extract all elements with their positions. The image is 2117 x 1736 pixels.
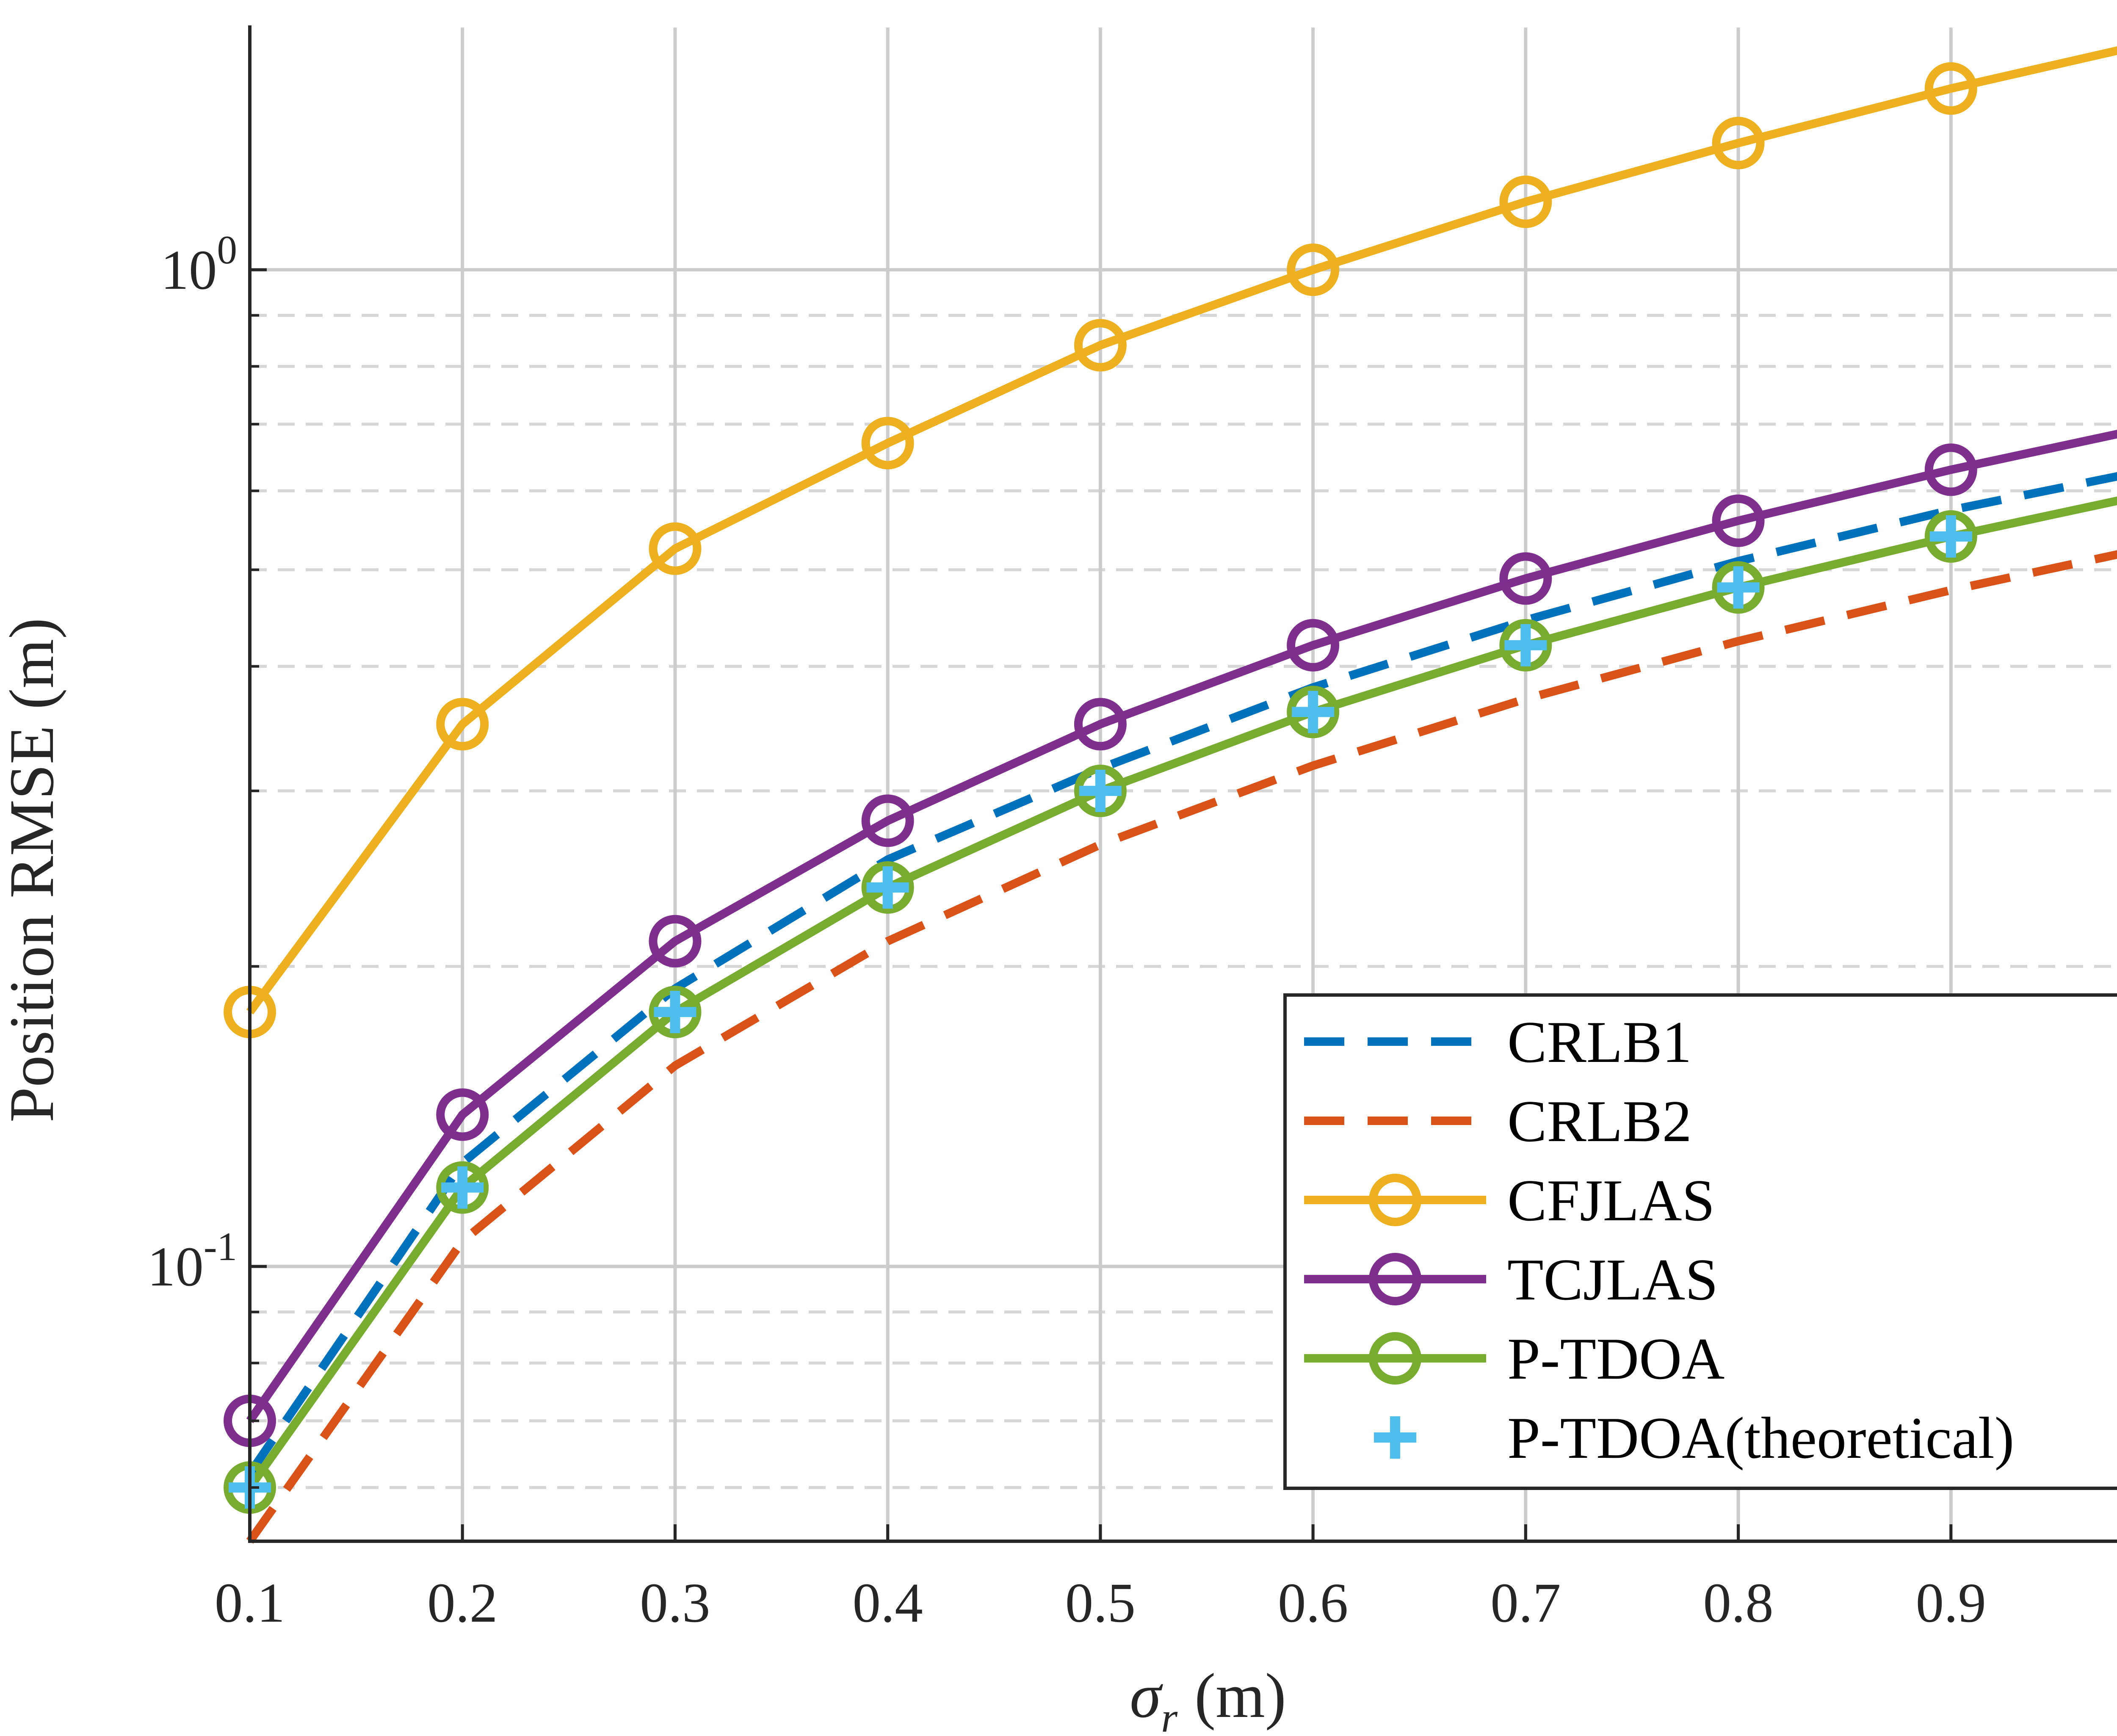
x-tick-label: 0.7 — [1490, 1571, 1561, 1634]
legend-item-p-tdoa: P-TDOA — [1304, 1326, 1725, 1392]
legend-item-crlb2: CRLB2 — [1304, 1089, 1692, 1154]
x-axis-label-symbol: σ — [1130, 1661, 1163, 1731]
data-point-cfjlas — [649, 522, 702, 575]
data-point-cfjlas — [1924, 62, 1977, 115]
legend-swatch-marker — [1369, 1332, 1421, 1385]
legend-box — [1283, 993, 2117, 1490]
series-cfjlas — [224, 46, 2117, 1039]
data-point-cfjlas — [861, 417, 914, 470]
series-crlb1 — [246, 472, 2117, 1476]
legend-label: CRLB1 — [1507, 1009, 1692, 1075]
series-line-crlb1 — [246, 472, 2117, 1476]
series-line-p-tdoa — [246, 496, 2117, 1490]
data-point-p-tdoa — [1499, 619, 1552, 672]
data-point-p-tdoa-theoretical — [866, 866, 909, 909]
series-tcjlas — [224, 430, 2117, 1447]
legend-swatch-marker — [1369, 1174, 1421, 1226]
x-tick-label: 0.3 — [640, 1571, 710, 1634]
legend-swatch-marker — [1374, 1416, 1416, 1459]
data-point-p-tdoa-theoretical — [1292, 691, 1335, 733]
legend-label: P-TDOA — [1507, 1326, 1725, 1392]
data-point-tcjlas — [861, 794, 914, 847]
data-point-tcjlas — [1924, 443, 1977, 496]
data-point-tcjlas — [1287, 619, 1340, 672]
series-line-tcjlas — [246, 430, 2117, 1424]
data-point-tcjlas — [649, 915, 702, 968]
legend-label: CRLB2 — [1507, 1089, 1692, 1154]
data-point-cfjlas — [436, 698, 489, 751]
x-tick-label: 0.8 — [1703, 1571, 1773, 1634]
x-axis-label-unit: (m) — [1194, 1661, 1286, 1731]
series-p-tdoa — [224, 496, 2117, 1514]
data-point-cfjlas — [1287, 243, 1340, 296]
data-point-p-tdoa — [1924, 510, 1977, 563]
data-point-tcjlas — [436, 1088, 489, 1141]
legend-item-p-tdoa-theoretical: P-TDOA(theoretical) — [1374, 1405, 2014, 1471]
data-point-p-tdoa-theoretical — [1717, 566, 1760, 609]
y-tick-label: 100 — [161, 227, 238, 301]
x-tick-label: 0.5 — [1065, 1571, 1136, 1634]
data-point-cfjlas — [1074, 319, 1127, 372]
x-tick-label: 0.9 — [1916, 1571, 1986, 1634]
y-tick-label: 10-1 — [147, 1224, 237, 1298]
data-point-p-tdoa — [1712, 561, 1765, 614]
legend-label: CFJLAS — [1507, 1168, 1715, 1233]
data-point-p-tdoa — [1287, 686, 1340, 738]
data-point-tcjlas — [1074, 698, 1127, 751]
data-point-tcjlas — [1499, 552, 1552, 605]
legend-item-tcjlas: TCJLAS — [1304, 1247, 1718, 1313]
data-point-cfjlas — [1712, 116, 1765, 169]
axes — [248, 25, 2117, 1543]
legend-label: P-TDOA(theoretical) — [1507, 1405, 2014, 1471]
x-axis-label: σr (m) — [1130, 1661, 1286, 1736]
legend: CRLB1 CRLB2 CFJLAS TCJLAS P-TDOA P-TDOA(theor… — [1283, 993, 2117, 1490]
data-point-tcjlas — [1712, 494, 1765, 547]
series-crlb2 — [246, 550, 2117, 1544]
data-point-p-tdoa-theoretical — [654, 991, 696, 1034]
x-tick-label: 0.4 — [853, 1571, 923, 1634]
x-tick-label: 0.2 — [427, 1571, 497, 1634]
data-point-p-tdoa-theoretical — [1929, 515, 1972, 558]
legend-swatch-marker — [1369, 1253, 1421, 1305]
x-tick-label: 0.1 — [215, 1571, 285, 1634]
x-axis-label-subscript: r — [1161, 1694, 1178, 1736]
data-point-p-tdoa-theoretical — [1079, 769, 1122, 812]
legend-item-cfjlas: CFJLAS — [1304, 1168, 1715, 1233]
series-line-crlb2 — [246, 550, 2117, 1544]
y-axis-label: Position RMSE (m) — [0, 618, 67, 1122]
data-point-p-tdoa-theoretical — [441, 1166, 484, 1209]
series-layer — [224, 46, 2117, 1544]
legend-item-crlb1: CRLB1 — [1304, 1009, 1692, 1075]
series-line-cfjlas — [246, 46, 2117, 1015]
data-point-p-tdoa-theoretical — [1504, 624, 1547, 666]
legend-label: TCJLAS — [1507, 1247, 1718, 1313]
data-point-p-tdoa — [1074, 764, 1127, 817]
data-point-cfjlas — [1499, 175, 1552, 228]
x-tick-label: 0.6 — [1278, 1571, 1348, 1634]
tick-labels: 0.10.20.30.40.50.60.70.80.91.010010-1 — [147, 227, 1986, 1634]
data-point-p-tdoa — [649, 986, 702, 1039]
data-point-p-tdoa — [861, 861, 914, 914]
data-point-p-tdoa — [436, 1161, 489, 1214]
